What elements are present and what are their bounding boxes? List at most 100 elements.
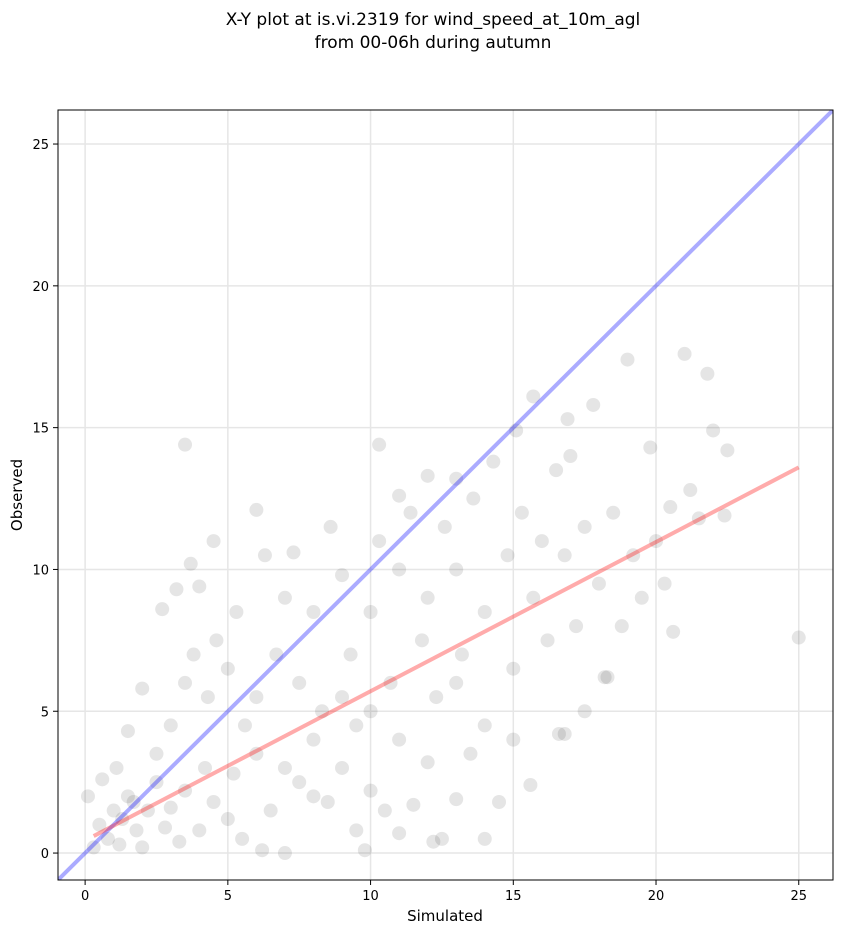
point (183, 556, 198, 571)
point (600, 670, 615, 685)
point (306, 732, 321, 747)
point (149, 746, 164, 761)
plot-frame (57, 109, 834, 881)
point (463, 746, 478, 761)
point (172, 834, 187, 849)
point (186, 647, 201, 662)
point (466, 491, 481, 506)
point (86, 840, 101, 855)
point (569, 619, 584, 634)
point (449, 792, 464, 807)
x-axis-label: Simulated (407, 907, 483, 925)
point (720, 443, 735, 458)
point (540, 633, 555, 648)
point (717, 508, 732, 523)
point (534, 534, 549, 549)
point (163, 718, 178, 733)
point (255, 843, 270, 858)
point (577, 519, 592, 534)
point (500, 548, 515, 563)
point (135, 840, 150, 855)
point (454, 647, 469, 662)
point (220, 661, 235, 676)
point (335, 568, 350, 583)
point (477, 604, 492, 619)
point (226, 766, 241, 781)
y-tick-label: 15 (32, 422, 49, 437)
y-axis-label: Observed (8, 459, 26, 531)
point (149, 775, 164, 790)
chart-title: X-Y plot at is.vi.2319 for wind_speed_at… (226, 10, 641, 30)
point (420, 755, 435, 770)
point (363, 704, 378, 719)
point (614, 619, 629, 634)
point (597, 670, 612, 685)
point (657, 576, 672, 591)
point (126, 795, 141, 810)
point (323, 519, 338, 534)
point (263, 803, 278, 818)
point (677, 346, 692, 361)
point (120, 789, 135, 804)
point (292, 775, 307, 790)
point (277, 590, 292, 605)
point (169, 582, 184, 597)
point (392, 732, 407, 747)
y-tick-label: 5 (41, 705, 49, 720)
point (286, 545, 301, 560)
point (591, 576, 606, 591)
fit-line (58, 110, 833, 880)
point (178, 675, 193, 690)
x-tick-label: 5 (224, 889, 232, 904)
point (392, 562, 407, 577)
point (320, 795, 335, 810)
point (209, 633, 224, 648)
point (306, 604, 321, 619)
point (306, 789, 321, 804)
point (426, 834, 441, 849)
point (115, 812, 130, 827)
point (649, 534, 664, 549)
point (92, 817, 107, 832)
point (372, 437, 387, 452)
point (791, 630, 806, 645)
point (200, 690, 215, 705)
point (643, 440, 658, 455)
point (383, 675, 398, 690)
point (634, 590, 649, 605)
point (403, 505, 418, 520)
point (372, 534, 387, 549)
point (557, 726, 572, 741)
point (551, 726, 566, 741)
point (349, 823, 364, 838)
point (100, 831, 115, 846)
point (406, 797, 421, 812)
point (663, 500, 678, 515)
point (620, 352, 635, 367)
point (95, 772, 110, 787)
point (420, 590, 435, 605)
point (163, 800, 178, 815)
point (392, 826, 407, 841)
point (563, 449, 578, 464)
point (129, 823, 144, 838)
point (229, 604, 244, 619)
point (449, 675, 464, 690)
point (526, 389, 541, 404)
point (158, 820, 173, 835)
point (357, 843, 372, 858)
point (429, 690, 444, 705)
y-tick-label: 0 (41, 847, 49, 862)
point (506, 732, 521, 747)
point (420, 468, 435, 483)
point (549, 463, 564, 478)
point (120, 724, 135, 739)
x-tick-label: 10 (362, 889, 379, 904)
fit-line (92, 465, 800, 838)
point (235, 831, 250, 846)
point (106, 803, 121, 818)
point (206, 795, 221, 810)
point (523, 777, 538, 792)
point (249, 746, 264, 761)
